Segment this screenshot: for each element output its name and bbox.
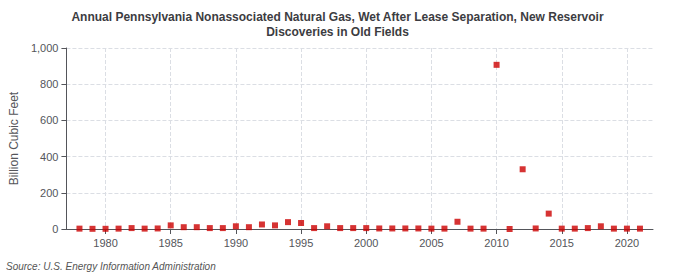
svg-text:200: 200 <box>40 187 58 199</box>
svg-text:400: 400 <box>40 151 58 163</box>
svg-text:2015: 2015 <box>550 237 574 249</box>
svg-text:2000: 2000 <box>354 237 378 249</box>
svg-text:Billion Cubic Feet: Billion Cubic Feet <box>7 91 21 185</box>
svg-text:0: 0 <box>52 223 58 235</box>
svg-text:1980: 1980 <box>93 237 117 249</box>
svg-text:Discoveries in Old Fields: Discoveries in Old Fields <box>266 25 409 39</box>
svg-text:2005: 2005 <box>419 237 443 249</box>
svg-text:Annual Pennsylvania Nonassocia: Annual Pennsylvania Nonassociated Natura… <box>71 10 604 24</box>
svg-text:600: 600 <box>40 114 58 126</box>
svg-text:1990: 1990 <box>224 237 248 249</box>
svg-text:800: 800 <box>40 78 58 90</box>
svg-text:2010: 2010 <box>484 237 508 249</box>
svg-text:1,000: 1,000 <box>31 42 59 54</box>
svg-text:Source: U.S. Energy Informatio: Source: U.S. Energy Information Administ… <box>6 261 216 272</box>
svg-text:1995: 1995 <box>289 237 313 249</box>
svg-text:1985: 1985 <box>158 237 182 249</box>
svg-text:2020: 2020 <box>615 237 639 249</box>
